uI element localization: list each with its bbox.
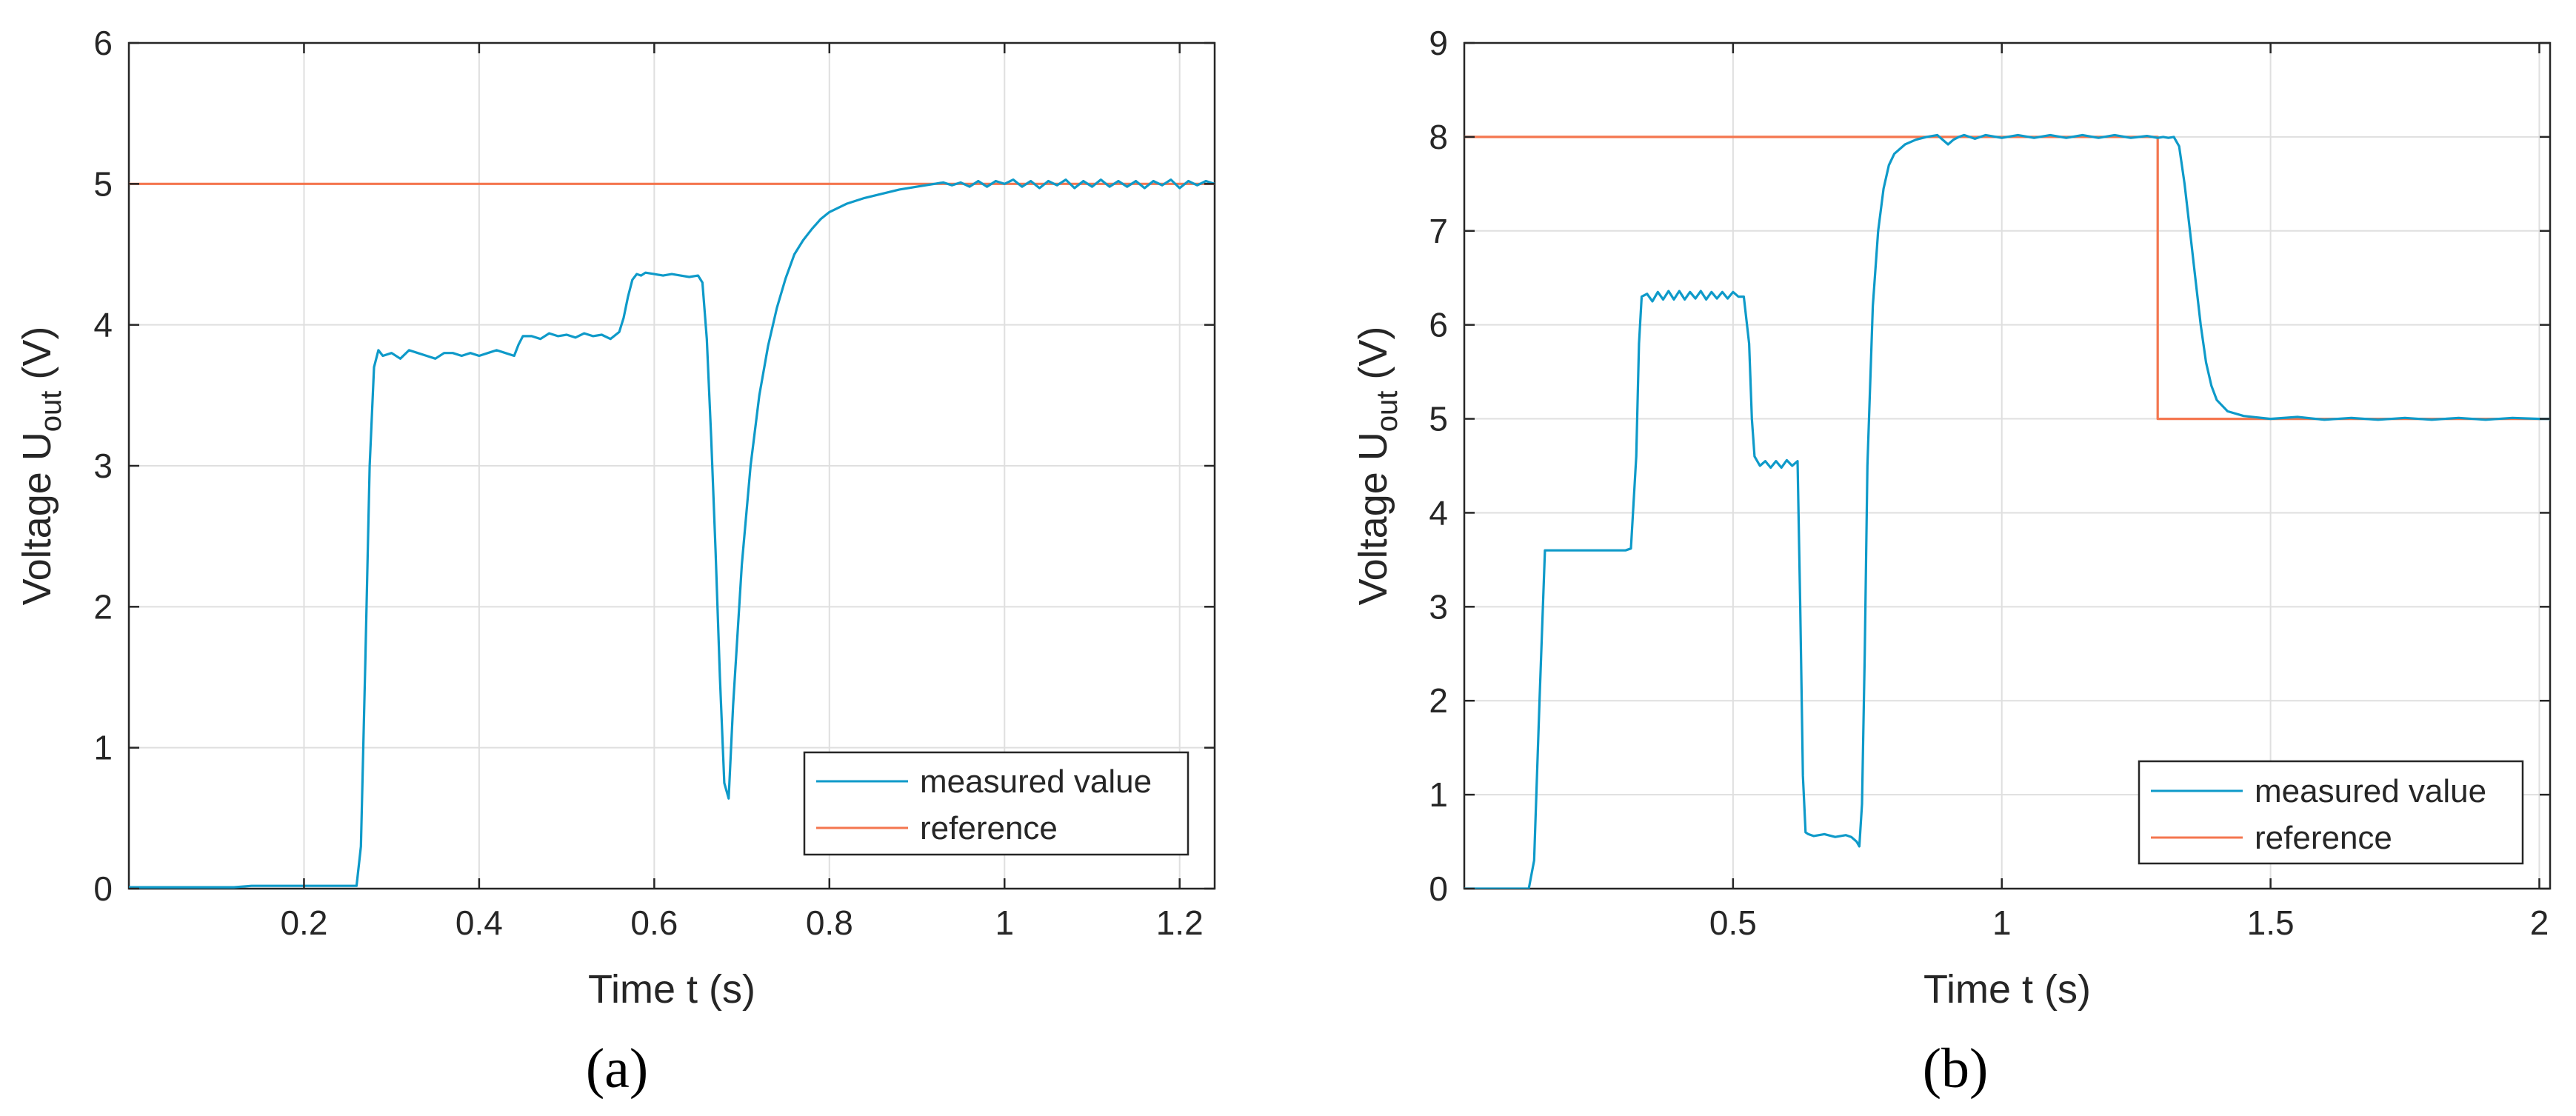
y-tick-label: 5 (93, 164, 113, 203)
x-axis-label-a: Time t (s) (588, 967, 755, 1012)
series-line-measured-value (1464, 133, 2550, 889)
x-tick-label: 1.2 (1156, 903, 1204, 942)
y-axis-label-a: Voltage Uout (V) (15, 327, 67, 606)
x-tick-label: 0.5 (1709, 903, 1757, 942)
panel-b: 0.5 1 1.5 2 0 1 2 3 4 5 6 7 8 9 Time t (s) Voltage Uo… (1351, 24, 2552, 1100)
y-axis-label-unit-a: (V) (15, 327, 59, 391)
x-tick-label: 1 (995, 903, 1014, 942)
plot-frame-b (1463, 41, 2552, 890)
y-axis-label-unit-b: (V) (1351, 327, 1395, 391)
legend-a: measured value reference (803, 751, 1189, 856)
ticks-b: 0.5 1 1.5 2 0 1 2 3 4 5 6 7 8 9 (1429, 24, 2550, 942)
legend-b: measured value reference (2138, 760, 2524, 865)
y-tick-label: 4 (1429, 493, 1448, 532)
x-tick-label: 0.2 (280, 903, 327, 942)
series-line-measured-value (129, 178, 1215, 889)
legend-label-measured-b: measured value (2255, 773, 2486, 809)
y-axis-label-main-a: Voltage U (15, 432, 59, 605)
series-a (129, 178, 1215, 889)
y-axis-label-sub-a: out (35, 391, 67, 432)
y-tick-label: 7 (1429, 212, 1448, 250)
legend-label-measured-a: measured value (920, 764, 1152, 800)
legend-box-b (2138, 760, 2524, 865)
y-tick-label: 1 (93, 729, 113, 767)
y-tick-label: 0 (1429, 869, 1448, 908)
y-tick-label: 2 (93, 587, 113, 626)
y-tick-label: 3 (93, 447, 113, 485)
x-tick-label: 0.4 (456, 903, 503, 942)
y-tick-label: 8 (1429, 118, 1448, 156)
y-axis-label-main-b: Voltage U (1351, 432, 1395, 605)
series-b (1464, 133, 2550, 889)
x-tick-label: 1.5 (2247, 903, 2295, 942)
panel-a: 0.2 0.4 0.6 0.8 1 1.2 0 1 2 3 4 5 6 Time t (s) Volta… (15, 24, 1216, 1100)
x-tick-label: 1 (1992, 903, 2012, 942)
y-tick-label: 9 (1429, 24, 1448, 62)
y-tick-label: 6 (93, 24, 113, 62)
y-tick-label: 5 (1429, 400, 1448, 438)
x-axis-label-b: Time t (s) (1923, 967, 2091, 1012)
y-axis-label-b: Voltage Uout (V) (1351, 327, 1404, 606)
y-tick-label: 4 (93, 306, 113, 344)
legend-label-reference-a: reference (920, 810, 1058, 846)
legend-label-reference-b: reference (2255, 820, 2392, 856)
panel-label-b: (b) (1923, 1038, 1989, 1100)
ticks-a: 0.2 0.4 0.6 0.8 1 1.2 0 1 2 3 4 5 6 (93, 24, 1215, 942)
y-axis-label-sub-b: out (1371, 391, 1404, 432)
x-tick-label: 2 (2530, 903, 2549, 942)
y-tick-label: 0 (93, 869, 113, 908)
y-tick-label: 1 (1429, 775, 1448, 814)
panel-label-a: (a) (586, 1038, 648, 1100)
legend-box-a (803, 751, 1189, 856)
y-tick-label: 6 (1429, 306, 1448, 344)
x-tick-label: 0.6 (630, 903, 678, 942)
y-tick-label: 3 (1429, 587, 1448, 626)
x-tick-label: 0.8 (806, 903, 853, 942)
y-tick-label: 2 (1429, 681, 1448, 720)
